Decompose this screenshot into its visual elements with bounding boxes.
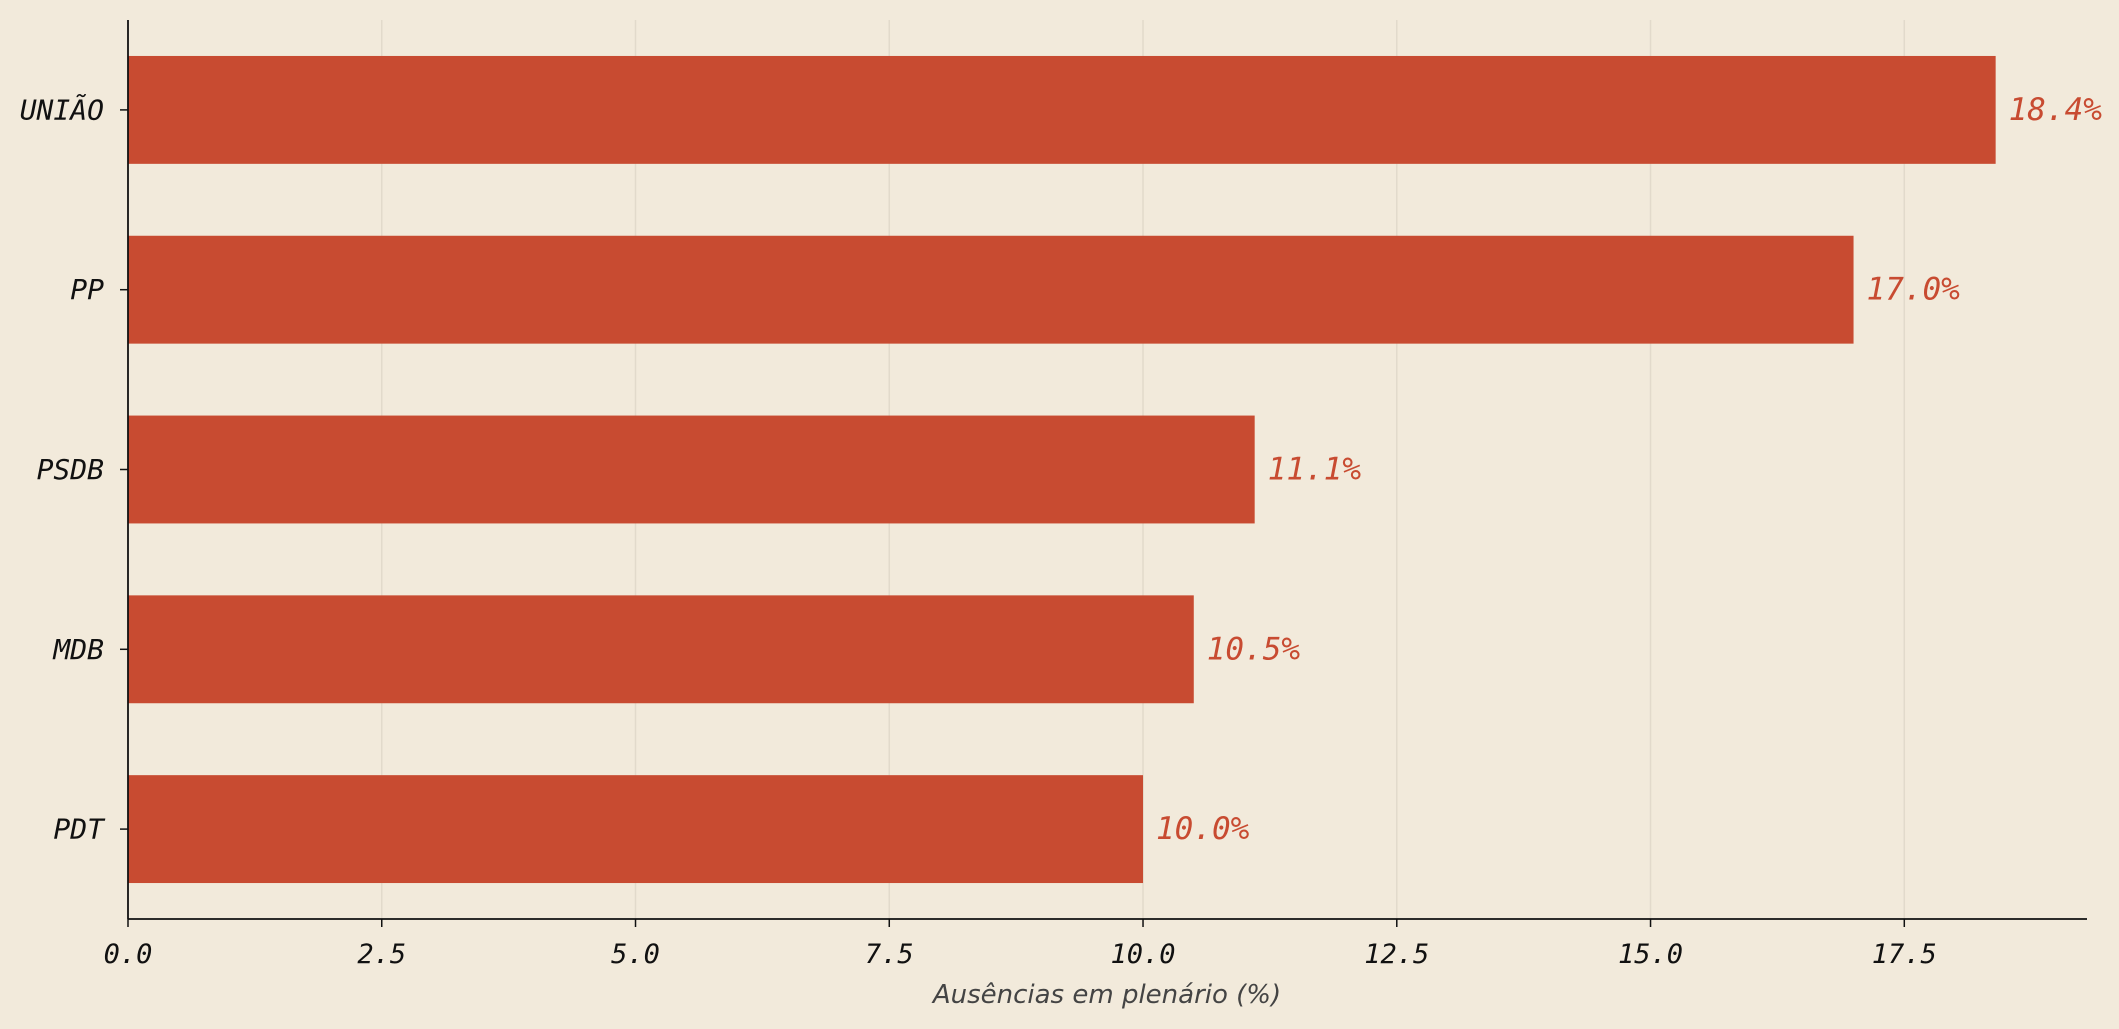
x-tick-label: 15.0: [1618, 939, 1683, 970]
x-axis-title: Ausências em plenário (%): [931, 980, 1281, 1010]
x-tick-label: 10.0: [1111, 939, 1176, 970]
bar: [128, 595, 1194, 704]
x-tick-label: 0.0: [104, 939, 153, 970]
bar: [128, 415, 1255, 524]
labels: UNIÃO 18.4% PP 17.0% PSDB 11.1% MDB 10.5% PDT 10.…: [20, 92, 2103, 970]
x-tick-label: 7.5: [865, 939, 914, 970]
bar: [128, 55, 1996, 164]
value-label: 18.4%: [2009, 92, 2103, 128]
value-label: 17.0%: [1867, 272, 1961, 308]
category-label: PP: [70, 273, 104, 306]
bars: [128, 55, 1996, 884]
bar: [128, 775, 1144, 884]
x-tick-label: 12.5: [1364, 939, 1429, 970]
bar: [128, 235, 1854, 344]
value-label: 10.0%: [1156, 811, 1250, 847]
category-label: PSDB: [37, 453, 104, 486]
x-tick-label: 5.0: [611, 939, 660, 970]
value-label: 10.5%: [1207, 631, 1301, 667]
category-label: UNIÃO: [20, 93, 104, 126]
category-label: MDB: [52, 633, 104, 666]
x-tick-label: 17.5: [1872, 939, 1937, 970]
axes: [120, 20, 2087, 927]
category-label: PDT: [53, 813, 106, 846]
x-tick-label: 2.5: [357, 939, 406, 970]
value-label: 11.1%: [1268, 452, 1362, 488]
